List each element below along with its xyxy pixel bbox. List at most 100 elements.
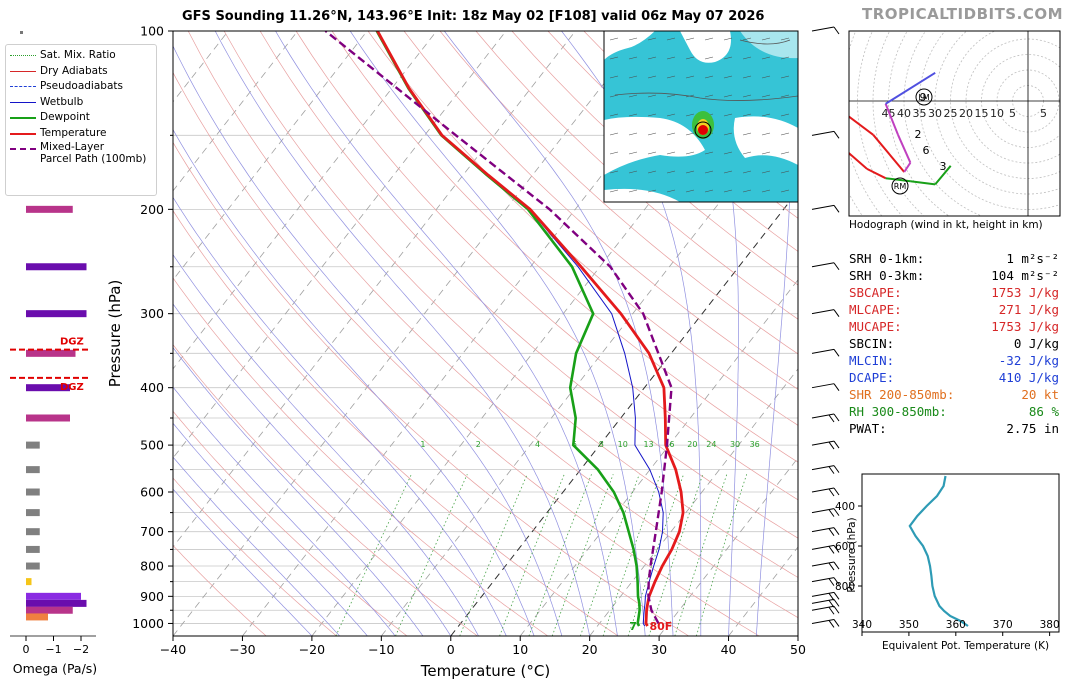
dgz-label: DGZ bbox=[60, 382, 84, 393]
map-wind-mark bbox=[704, 94, 714, 98]
map-wind-mark bbox=[704, 37, 714, 41]
sounding-stats-table: SRH 0-1km: 1 m²s⁻² SRH 0-3km: 104 m²s⁻² SBCA… bbox=[849, 250, 1059, 437]
stat-value: 20 kt bbox=[1021, 387, 1059, 402]
stat-value: 2.75 in bbox=[1006, 421, 1059, 436]
map-wind-mark bbox=[609, 75, 619, 79]
pseudoadiabat bbox=[173, 422, 368, 636]
omega-bar bbox=[26, 578, 32, 586]
pseudoadiabat bbox=[173, 303, 452, 636]
map-wind-mark bbox=[723, 56, 733, 60]
map-wind-mark bbox=[742, 170, 752, 174]
wind-barb bbox=[811, 465, 840, 474]
dry-adiabat bbox=[173, 71, 760, 636]
hodo-ring-label: 5 bbox=[1040, 107, 1047, 120]
map-wind-mark bbox=[742, 113, 752, 117]
mixing-ratio-line bbox=[674, 474, 728, 636]
left-mover-label: LM bbox=[918, 93, 929, 102]
pseudoadiabat bbox=[173, 45, 563, 636]
wind-barb bbox=[811, 527, 840, 536]
sounding-location-marker bbox=[698, 125, 708, 135]
map-wind-mark bbox=[628, 151, 638, 155]
map-wind-mark bbox=[704, 189, 714, 193]
omega-bar bbox=[26, 613, 48, 621]
wind-barb bbox=[811, 204, 840, 213]
theta-e-x-tick-label: 370 bbox=[993, 619, 1013, 631]
legend-entry: Wetbulb bbox=[6, 95, 156, 109]
map-wind-mark bbox=[666, 132, 676, 136]
wind-barb bbox=[811, 440, 840, 450]
legend-label: Dry Adiabats bbox=[40, 64, 108, 77]
map-wind-mark bbox=[761, 113, 771, 117]
dry-adiabat bbox=[511, 31, 798, 286]
stat-row: PWAT: 2.75 in bbox=[849, 420, 1059, 437]
pseudoadiabat bbox=[275, 31, 618, 636]
wind-barb bbox=[811, 618, 840, 628]
mixing-ratio-label: 20 bbox=[687, 440, 697, 449]
mixing-ratio-line bbox=[459, 474, 528, 636]
legend-label: Temperature bbox=[40, 126, 107, 139]
stat-row: SRH 0-3km: 104 m²s⁻² bbox=[849, 267, 1059, 284]
map-wind-mark bbox=[666, 189, 676, 193]
map-wind-mark bbox=[666, 75, 676, 79]
map-wind-mark bbox=[647, 75, 657, 79]
legend-entry: Dewpoint bbox=[6, 110, 156, 124]
map-wind-mark bbox=[761, 75, 771, 79]
inset-map bbox=[603, 30, 799, 203]
stat-label: MLCAPE: bbox=[849, 302, 902, 317]
stat-row: SHR 200-850mb: 20 kt bbox=[849, 386, 1059, 403]
map-wind-mark bbox=[723, 132, 733, 136]
map-wind-mark bbox=[780, 132, 790, 136]
map-wind-mark bbox=[628, 170, 638, 174]
hodo-ring-label: 35 bbox=[913, 107, 927, 120]
hodo-segment bbox=[934, 165, 952, 186]
map-wind-mark bbox=[666, 151, 676, 155]
map-wind-mark bbox=[647, 94, 657, 98]
omega-bar bbox=[26, 205, 73, 213]
mixing-ratio-label: 8 bbox=[599, 440, 604, 449]
x-tick-label: −30 bbox=[229, 642, 255, 657]
wind-barb bbox=[811, 26, 840, 35]
x-tick-label: −20 bbox=[299, 642, 325, 657]
hodograph: 4540353025201510559263LMRM bbox=[817, 30, 1061, 217]
omega-bar bbox=[26, 509, 40, 517]
stat-row: RH 300-850mb: 86 % bbox=[849, 403, 1059, 420]
sounding-location-ring bbox=[694, 121, 712, 139]
parcel-path-line bbox=[324, 31, 673, 624]
theta-e-x-tick-label: 350 bbox=[899, 619, 919, 631]
map-wind-mark bbox=[761, 37, 771, 41]
hodo-segment bbox=[849, 115, 874, 136]
isotherm-line bbox=[173, 31, 646, 636]
hodo-segment bbox=[872, 134, 905, 173]
map-wind-mark bbox=[742, 189, 752, 193]
stat-value: 104 m²s⁻² bbox=[991, 268, 1059, 283]
dry-adiabat bbox=[403, 31, 798, 390]
x-tick-label: 20 bbox=[582, 642, 598, 657]
dgz-label: DGZ bbox=[60, 337, 84, 348]
theta-e-y-tick-label: 600 bbox=[835, 541, 855, 553]
dry-adiabat bbox=[173, 544, 267, 636]
hodo-segment bbox=[817, 135, 823, 147]
map-wind-mark bbox=[723, 189, 733, 193]
surface-dewpoint-label: 7 bbox=[629, 620, 637, 633]
y-tick-label: 200 bbox=[140, 202, 164, 217]
stat-label: SHR 200-850mb: bbox=[849, 387, 955, 402]
wind-barb bbox=[811, 605, 840, 615]
isotherm-line bbox=[173, 31, 507, 459]
mixing-ratio-label: 16 bbox=[664, 440, 674, 449]
wind-barb bbox=[811, 309, 840, 317]
omega-bar bbox=[26, 414, 70, 422]
hodo-ring-label: 10 bbox=[990, 107, 1004, 120]
stat-value: 410 J/kg bbox=[998, 370, 1059, 385]
omega-bar bbox=[26, 441, 40, 449]
map-wind-mark bbox=[742, 75, 752, 79]
mixing-ratio-label: 13 bbox=[643, 440, 653, 449]
omega-bar bbox=[26, 488, 40, 496]
theta-e-x-tick-label: 340 bbox=[852, 619, 872, 631]
omega-tick-label: −2 bbox=[73, 643, 89, 656]
dry-adiabat bbox=[173, 344, 478, 636]
stat-label: DCAPE: bbox=[849, 370, 895, 385]
wind-barb bbox=[811, 348, 840, 357]
map-wind-mark bbox=[780, 189, 790, 193]
map-wind-mark bbox=[723, 94, 733, 98]
omega-bar bbox=[26, 349, 76, 357]
